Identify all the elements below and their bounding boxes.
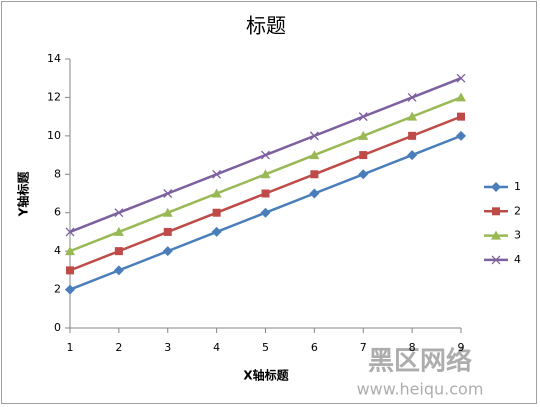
marker	[457, 112, 465, 121]
marker	[359, 151, 368, 160]
marker	[456, 92, 466, 102]
marker	[456, 130, 466, 141]
marker	[162, 207, 173, 217]
legend-label: 4	[514, 253, 521, 266]
x-tick-label: 3	[164, 341, 171, 354]
x-tick-label: 9	[458, 341, 465, 354]
marker	[163, 189, 173, 198]
x-tick-label: 2	[115, 341, 122, 354]
marker	[310, 170, 319, 179]
y-tick-label: 4	[54, 244, 61, 257]
marker	[65, 284, 75, 295]
marker	[456, 73, 466, 83]
marker	[114, 208, 124, 218]
marker	[260, 169, 271, 179]
marker	[358, 169, 369, 180]
x-axis-title: X轴标题	[243, 368, 289, 383]
marker	[261, 189, 270, 198]
y-tick-label: 10	[47, 129, 61, 142]
marker	[407, 92, 417, 102]
marker	[65, 246, 75, 256]
y-tick-label: 2	[54, 283, 61, 296]
marker	[261, 150, 270, 160]
x-tick-label: 7	[360, 341, 367, 354]
x-tick-label: 1	[67, 341, 74, 354]
legend-marker	[491, 255, 501, 265]
x-tick-label: 5	[262, 341, 269, 354]
y-axis-title: Y轴标题	[16, 171, 31, 218]
marker	[66, 266, 74, 275]
legend-label: 2	[514, 204, 521, 217]
marker	[309, 188, 320, 199]
marker	[358, 130, 369, 140]
marker	[309, 150, 320, 160]
y-tick-label: 8	[54, 167, 61, 180]
marker	[407, 111, 418, 121]
x-tick-label: 6	[311, 341, 318, 354]
marker	[408, 131, 417, 140]
legend-marker	[492, 207, 500, 216]
chart-title: 标题	[246, 14, 286, 38]
marker	[211, 188, 222, 198]
marker	[113, 226, 124, 236]
y-tick-label: 6	[54, 206, 61, 219]
marker	[212, 169, 222, 179]
marker	[260, 207, 271, 218]
marker	[358, 112, 368, 122]
x-tick-label: 8	[409, 341, 416, 354]
watermark-title: 黑区网络	[368, 346, 472, 377]
marker	[114, 247, 123, 256]
marker	[65, 227, 75, 237]
legend-label: 1	[514, 180, 521, 193]
watermark-url: www.heiqu.com	[357, 380, 484, 399]
marker	[162, 246, 173, 257]
y-tick-label: 0	[54, 321, 61, 334]
x-tick-label: 4	[213, 341, 220, 354]
legend-marker	[491, 182, 501, 192]
marker	[113, 265, 124, 276]
marker	[309, 131, 319, 141]
marker	[407, 150, 418, 161]
marker	[163, 227, 172, 236]
legend-label: 3	[514, 229, 521, 242]
y-tick-label: 12	[47, 90, 61, 103]
marker	[211, 226, 222, 237]
legend-marker	[491, 230, 501, 240]
y-tick-label: 14	[47, 52, 61, 65]
marker	[212, 208, 221, 217]
